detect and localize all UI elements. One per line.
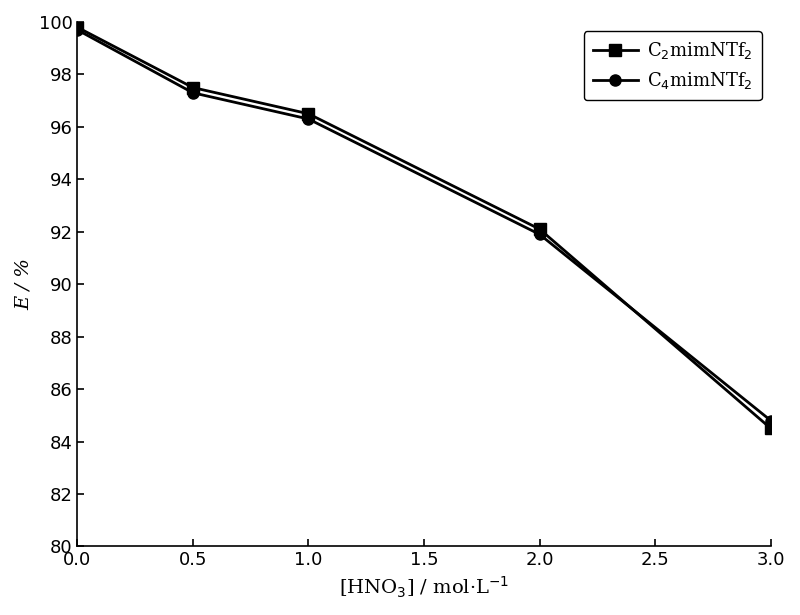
C$_2$mimNTf$_2$ bbox=[304, 110, 314, 117]
X-axis label: [HNO$_3$] / mol·L$^{-1}$: [HNO$_3$] / mol·L$^{-1}$ bbox=[339, 575, 509, 600]
Line: C$_4$mimNTf$_2$: C$_4$mimNTf$_2$ bbox=[72, 25, 776, 426]
C$_4$mimNTf$_2$ bbox=[766, 417, 775, 424]
C$_2$mimNTf$_2$ bbox=[73, 23, 82, 31]
C$_4$mimNTf$_2$ bbox=[188, 89, 198, 97]
C$_4$mimNTf$_2$ bbox=[534, 231, 544, 238]
Line: C$_2$mimNTf$_2$: C$_2$mimNTf$_2$ bbox=[72, 22, 776, 434]
Y-axis label: E / %: E / % bbox=[15, 258, 33, 310]
C$_2$mimNTf$_2$ bbox=[534, 226, 544, 233]
C$_2$mimNTf$_2$ bbox=[766, 425, 775, 432]
C$_2$mimNTf$_2$ bbox=[188, 84, 198, 91]
C$_4$mimNTf$_2$ bbox=[304, 116, 314, 123]
C$_4$mimNTf$_2$ bbox=[73, 26, 82, 34]
Legend: C$_2$mimNTf$_2$, C$_4$mimNTf$_2$: C$_2$mimNTf$_2$, C$_4$mimNTf$_2$ bbox=[584, 31, 762, 100]
